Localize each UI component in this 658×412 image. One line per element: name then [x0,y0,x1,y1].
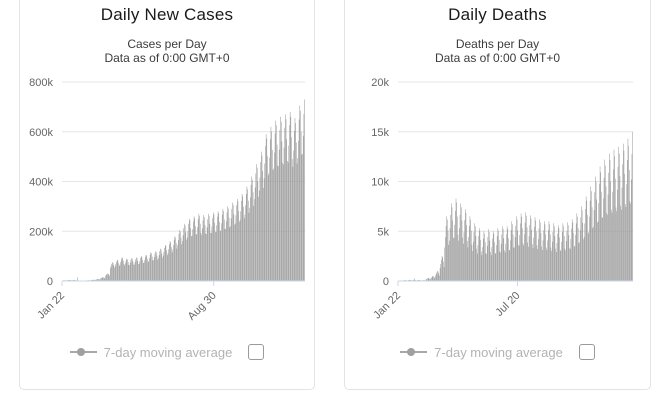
y-axis-labels: 0 5k 10k 15k 20k [371,77,389,288]
moving-average-marker-icon [69,348,97,356]
svg-text:0: 0 [383,276,389,288]
legend: 7-day moving average [20,344,314,360]
moving-average-checkbox[interactable] [578,344,595,360]
chart-subtitle: Cases per Day Data as of 0:00 GMT+0 [20,37,314,65]
daily-new-cases-plot: 0 200k 400k 600k 800k Jan 22 Aug 30 [29,77,305,323]
subtitle-line: Data as of 0:00 GMT+0 [104,51,230,65]
daily-deaths-plot: 0 5k 10k 15k 20k Jan 22 Jul 20 [371,77,633,322]
subtitle-line: Deaths per Day [455,37,540,51]
svg-text:Aug 30: Aug 30 [186,290,219,323]
bars-group[interactable] [62,99,305,282]
legend-item-7day-moving-average[interactable]: 7-day moving average [400,345,563,360]
legend-label: 7-day moving average [103,344,233,360]
svg-text:800k: 800k [29,77,53,89]
svg-text:15k: 15k [371,127,389,139]
subtitle-line: Cases per Day [127,37,207,51]
svg-text:0: 0 [47,276,53,288]
legend-label: 7-day moving average [434,344,563,360]
legend-item-7day-moving-average[interactable]: 7-day moving average [69,344,233,360]
chart-title: Daily Deaths [448,5,547,24]
svg-text:Jul 20: Jul 20 [493,290,522,319]
chart-title: Daily New Cases [100,5,234,24]
svg-text:600k: 600k [29,127,53,139]
svg-text:Jan 22: Jan 22 [371,290,403,322]
svg-text:200k: 200k [29,226,53,238]
svg-text:20k: 20k [371,77,389,89]
svg-text:Jan 22: Jan 22 [35,290,67,322]
subtitle-line: Data as of 0:00 GMT+0 [434,51,561,65]
gridlines [62,81,305,232]
chart-subtitle: Deaths per Day Data as of 0:00 GMT+0 [345,37,650,65]
gridlines [398,81,633,232]
moving-average-checkbox[interactable] [248,344,265,360]
daily-deaths-card: Daily Deaths Deaths per Day Data as of 0… [344,0,651,390]
y-axis-labels: 0 200k 400k 600k 800k [29,77,53,288]
svg-text:10k: 10k [371,177,389,189]
bars-group[interactable] [398,131,633,282]
x-axis-labels: Jan 22 Jul 20 [371,281,523,322]
svg-text:400k: 400k [29,177,53,189]
moving-average-marker-icon [400,348,428,356]
legend: 7-day moving average [345,344,650,360]
svg-text:5k: 5k [377,226,389,238]
x-axis-labels: Jan 22 Aug 30 [35,281,219,323]
daily-new-cases-card: Daily New Cases Cases per Day Data as of… [19,0,315,390]
